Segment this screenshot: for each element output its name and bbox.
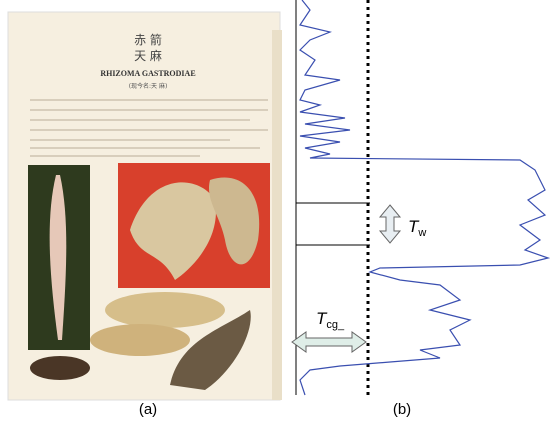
profile-plot — [292, 0, 548, 395]
panel-label: (a) — [139, 401, 157, 418]
page-title: 赤 箭 — [134, 32, 162, 47]
page-title: 天 麻 — [134, 48, 162, 63]
annotation-subscript: cg_ — [326, 319, 345, 331]
book-page: 赤 箭 天 麻 RHIZOMA GASTRODIAE (现今名:天 麻) — [8, 12, 282, 400]
annotation: Tw — [408, 217, 426, 239]
page-subtitle: (现今名:天 麻) — [129, 82, 168, 90]
annotation: Tcg_ — [316, 309, 345, 331]
annotation-subscript: w — [417, 227, 426, 239]
panel-label: (b) — [393, 401, 411, 418]
figure-canvas: 赤 箭 天 麻 RHIZOMA GASTRODIAE (现今名:天 麻) (a)… — [0, 0, 550, 423]
page-latin: RHIZOMA GASTRODIAE — [100, 69, 195, 78]
figure: 赤 箭 天 麻 RHIZOMA GASTRODIAE (现今名:天 麻) (a)… — [0, 0, 550, 423]
